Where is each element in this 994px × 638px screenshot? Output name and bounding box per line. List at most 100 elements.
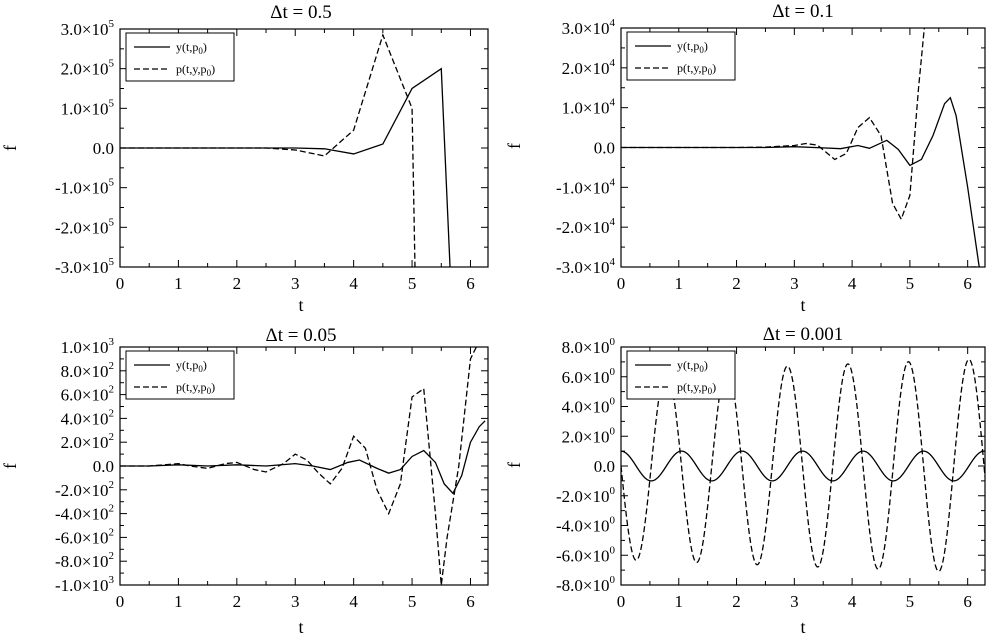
x-tick-label: 2 (233, 592, 242, 611)
legend: y(t,p0) p(t,y,p0) (626, 350, 736, 400)
x-tick-label: 4 (349, 592, 358, 611)
y-tick-label: -1.0×104 (556, 176, 616, 197)
x-tick-label: 5 (408, 274, 417, 293)
y-tick-label: -8.0×102 (55, 550, 114, 571)
x-tick-label: 0 (116, 274, 125, 293)
y-tick-label: -1.0×103 (55, 574, 115, 595)
x-axis-label: t (298, 617, 303, 637)
series-group (120, 32, 451, 267)
legend-box (125, 350, 235, 400)
y-tick-label: 0.0 (594, 457, 615, 476)
y-tick-label: -2.0×100 (556, 485, 616, 506)
y-tick-label: 4.0×102 (61, 407, 114, 428)
legend-box (626, 350, 736, 400)
legend-label: y(t,p0) (176, 40, 207, 56)
y-axis-label: f (504, 462, 524, 468)
y-tick-label: 8.0×102 (61, 360, 114, 381)
y-axis-label: f (504, 143, 524, 149)
y-axis-label: f (0, 145, 20, 151)
x-axis-label: t (800, 617, 805, 637)
y-tick-label: 3.0×104 (562, 17, 616, 38)
legend-label: p(t,y,p0) (176, 380, 215, 396)
legend: y(t,p0) p(t,y,p0) (125, 32, 235, 82)
x-tick-label: 0 (617, 274, 626, 293)
x-tick-label: 4 (848, 274, 857, 293)
x-tick-label: 5 (906, 592, 915, 611)
x-tick-label: 3 (790, 592, 799, 611)
panel-title: Δt = 0.001 (763, 324, 843, 345)
y-tick-label: 2.0×102 (61, 431, 114, 452)
y-axis: 3.0×105 2.0×105 1.0×105 0.0 -1.0×105 -2.0×105… (55, 18, 488, 277)
panel-dt-0.05: Δt = 0.05 t f 0 1 2 3 4 5 6 1.0×103 8.0×102 6.0×1… (0, 325, 489, 637)
x-axis: 0 1 2 3 4 5 6 (116, 29, 475, 293)
series-line-y(t,p0) (120, 420, 486, 495)
panel-title: Δt = 0.5 (270, 2, 331, 23)
y-axis: 3.0×104 2.0×104 1.0×104 0.0 -1.0×104 -2.0×104… (556, 17, 985, 277)
series-line-p(t,y,p0) (120, 32, 416, 267)
x-tick-label: 2 (732, 274, 741, 293)
x-tick-label: 3 (291, 592, 300, 611)
legend-label: p(t,y,p0) (677, 61, 716, 77)
legend: y(t,p0) p(t,y,p0) (626, 31, 736, 81)
x-tick-label: 1 (174, 592, 183, 611)
legend-label: y(t,p0) (677, 358, 708, 374)
y-tick-label: -6.0×100 (556, 544, 616, 565)
panel-title: Δt = 0.1 (772, 1, 833, 22)
x-tick-label: 1 (675, 592, 684, 611)
x-axis: 0 1 2 3 4 5 6 (617, 28, 972, 293)
y-axis: 8.0×100 6.0×100 4.0×100 2.0×100 0.0 -2.0×100 -… (556, 336, 985, 595)
y-tick-label: -6.0×102 (55, 526, 114, 547)
y-tick-label: -3.0×105 (55, 256, 115, 277)
y-tick-label: 6.0×100 (562, 366, 616, 387)
y-tick-label: -2.0×105 (55, 216, 115, 237)
y-tick-label: -3.0×104 (556, 256, 616, 277)
x-axis: 0 1 2 3 4 5 6 (116, 347, 475, 611)
series-line-p(t,y,p0) (621, 28, 925, 221)
series-group (621, 28, 980, 267)
x-axis-label: t (298, 295, 303, 315)
y-tick-label: 6.0×102 (61, 384, 114, 405)
x-tick-label: 0 (116, 592, 125, 611)
x-tick-label: 2 (233, 274, 242, 293)
panel-dt-0.001: Δt = 0.001 t f 0 1 2 3 4 5 6 8.0×100 6.0×100 4.0×… (504, 324, 986, 637)
x-tick-label: 6 (963, 274, 972, 293)
y-tick-label: 0.0 (594, 139, 615, 158)
panel-dt-0.5: Δt = 0.5 t f 0 1 2 3 4 5 6 3.0×105 2.0×105 1.0×10… (0, 2, 489, 315)
y-tick-label: -4.0×100 (556, 515, 616, 536)
series-line-y(t,p0) (621, 96, 980, 267)
x-tick-label: 6 (963, 592, 972, 611)
legend-label: y(t,p0) (176, 358, 207, 374)
y-tick-label: 1.0×105 (61, 97, 115, 118)
panel-dt-0.1: Δt = 0.1 t f 0 1 2 3 4 5 6 3.0×104 2.0×104 1.0×10… (504, 1, 986, 315)
x-tick-label: 5 (906, 274, 915, 293)
y-axis-label: f (0, 463, 20, 469)
y-tick-label: 0.0 (93, 139, 114, 158)
y-tick-label: -2.0×102 (55, 479, 114, 500)
x-axis: 0 1 2 3 4 5 6 (617, 347, 972, 611)
series-group (120, 347, 486, 585)
y-tick-label: 1.0×104 (562, 97, 616, 118)
y-tick-label: 2.0×100 (562, 425, 616, 446)
x-tick-label: 6 (466, 274, 475, 293)
x-tick-label: 1 (675, 274, 684, 293)
series-line-p(t,y,p0) (621, 358, 985, 573)
y-tick-label: -2.0×104 (556, 216, 616, 237)
x-tick-label: 3 (291, 274, 300, 293)
x-tick-label: 2 (732, 592, 741, 611)
legend-label: p(t,y,p0) (677, 380, 716, 396)
legend-label: y(t,p0) (677, 39, 708, 55)
legend-box (626, 31, 736, 81)
x-tick-label: 1 (174, 274, 183, 293)
y-tick-label: 2.0×105 (61, 58, 115, 79)
legend-label: p(t,y,p0) (176, 62, 215, 78)
x-tick-label: 6 (466, 592, 475, 611)
y-tick-label: 8.0×100 (562, 336, 616, 357)
x-tick-label: 5 (408, 592, 417, 611)
y-tick-label: 0.0 (93, 457, 114, 476)
panel-title: Δt = 0.05 (266, 325, 337, 346)
x-tick-label: 4 (848, 592, 857, 611)
y-tick-label: 4.0×100 (562, 396, 616, 417)
y-tick-label: -8.0×100 (556, 574, 616, 595)
